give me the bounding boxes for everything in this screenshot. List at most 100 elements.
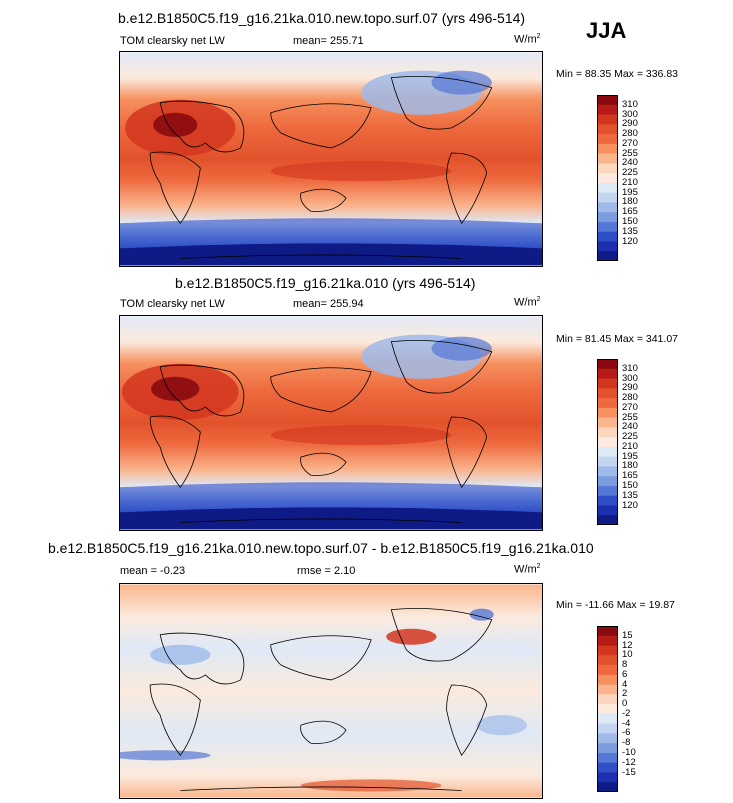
colorbar-tick-label: 4 bbox=[622, 678, 628, 690]
colorbar-swatch bbox=[597, 437, 618, 448]
colorbar-tick-label: 195 bbox=[622, 450, 638, 462]
colorbar-border bbox=[597, 626, 618, 792]
colorbar-swatch bbox=[597, 104, 618, 116]
colorbar-swatch bbox=[597, 704, 618, 715]
colorbar-swatch bbox=[597, 476, 618, 487]
colorbar-swatch bbox=[597, 124, 618, 135]
colorbar-tick-label: 180 bbox=[622, 460, 638, 472]
panel2-mean-label: mean= 255.94 bbox=[293, 298, 364, 310]
colorbar-tick-label: 150 bbox=[622, 215, 638, 227]
colorbar-swatch bbox=[597, 515, 618, 525]
panel1-title: b.e12.B1850C5.f19_g16.21ka.010.new.topo.… bbox=[118, 10, 526, 26]
colorbar-swatch bbox=[597, 645, 618, 656]
colorbar-swatch bbox=[597, 114, 618, 125]
colorbar-tick-label: 270 bbox=[622, 137, 638, 149]
colorbar-tick-label: 270 bbox=[622, 401, 638, 413]
colorbar-tick-label: -6 bbox=[622, 727, 631, 739]
colorbar-swatch bbox=[597, 212, 618, 223]
panel1-variable-label: TOM clearsky net LW bbox=[120, 35, 225, 47]
colorbar-swatch bbox=[597, 427, 618, 438]
panel2-minmax: Min = 81.45 Max = 341.07 bbox=[556, 333, 678, 345]
colorbar-tick-label: 150 bbox=[622, 479, 638, 491]
colorbar-swatch bbox=[597, 378, 618, 389]
colorbar-tick-label: -8 bbox=[622, 737, 631, 749]
colorbar-tick-label: -4 bbox=[622, 717, 631, 729]
colorbar-swatch bbox=[597, 743, 618, 754]
panel3-map bbox=[119, 583, 543, 799]
colorbar-swatch bbox=[597, 626, 618, 637]
panel2-title: b.e12.B1850C5.f19_g16.21ka.010 (yrs 496-… bbox=[175, 275, 476, 291]
colorbar-swatch bbox=[597, 456, 618, 467]
panel3-colorbar bbox=[597, 626, 618, 792]
colorbar-swatch bbox=[597, 505, 618, 516]
panel3-units: W/m2 bbox=[514, 563, 541, 576]
colorbar-swatch bbox=[597, 231, 618, 242]
colorbar-swatch bbox=[597, 202, 618, 213]
colorbar-swatch bbox=[597, 192, 618, 203]
colorbar-swatch bbox=[597, 495, 618, 506]
colorbar-swatch bbox=[597, 182, 618, 194]
colorbar-swatch bbox=[597, 388, 618, 399]
colorbar-swatch bbox=[597, 772, 618, 783]
colorbar-swatch bbox=[597, 665, 618, 676]
colorbar-tick-label: 6 bbox=[622, 668, 628, 680]
panel3-minmax: Min = -11.66 Max = 19.87 bbox=[556, 599, 675, 611]
colorbar-swatch bbox=[597, 466, 618, 477]
colorbar-swatch bbox=[597, 241, 618, 252]
colorbar-tick-label: 10 bbox=[622, 649, 633, 661]
panel2-map bbox=[119, 315, 543, 531]
colorbar-tick-label: 120 bbox=[622, 499, 638, 511]
colorbar-tick-label: 0 bbox=[622, 698, 628, 710]
colorbar-swatch bbox=[597, 221, 618, 233]
colorbar-tick-label: 310 bbox=[622, 362, 638, 374]
colorbar-tick-label: 195 bbox=[622, 186, 638, 198]
colorbar-tick-label: 255 bbox=[622, 411, 638, 423]
panel3-mean-label: mean = -0.23 bbox=[120, 565, 186, 577]
colorbar-swatch bbox=[597, 359, 618, 370]
colorbar-swatch bbox=[597, 485, 618, 497]
panel1-units: W/m2 bbox=[514, 33, 541, 46]
colorbar-tick-label: 15 bbox=[622, 629, 633, 641]
colorbar-tick-label: 120 bbox=[622, 235, 638, 247]
colorbar-tick-label: 300 bbox=[622, 108, 638, 120]
colorbar-swatch bbox=[597, 134, 618, 145]
colorbar-tick-label: 255 bbox=[622, 147, 638, 159]
colorbar-swatch bbox=[597, 173, 618, 184]
colorbar-tick-label: 12 bbox=[622, 639, 633, 651]
colorbar-swatch bbox=[597, 723, 618, 734]
panel2-colorbar bbox=[597, 359, 618, 525]
colorbar-swatch bbox=[597, 733, 618, 744]
colorbar-swatch bbox=[597, 635, 618, 647]
panel1-field bbox=[120, 52, 542, 266]
panel3-title: b.e12.B1850C5.f19_g16.21ka.010.new.topo.… bbox=[48, 540, 594, 556]
colorbar-tick-label: 8 bbox=[622, 659, 628, 671]
colorbar-border bbox=[597, 95, 618, 261]
colorbar-tick-label: 300 bbox=[622, 372, 638, 384]
colorbar-tick-label: 225 bbox=[622, 431, 638, 443]
colorbar-tick-label: 280 bbox=[622, 392, 638, 404]
colorbar-swatch bbox=[597, 153, 618, 164]
colorbar-tick-label: 310 bbox=[622, 98, 638, 110]
panel1-colorbar bbox=[597, 95, 618, 261]
colorbar-tick-label: 225 bbox=[622, 167, 638, 179]
colorbar-swatch bbox=[597, 446, 618, 458]
colorbar-swatch bbox=[597, 407, 618, 419]
colorbar-tick-label: 165 bbox=[622, 470, 638, 482]
colorbar-swatch bbox=[597, 251, 618, 261]
colorbar-tick-label: 135 bbox=[622, 225, 638, 237]
colorbar-swatch bbox=[597, 674, 618, 686]
colorbar-tick-label: 290 bbox=[622, 382, 638, 394]
colorbar-swatch bbox=[597, 694, 618, 705]
colorbar-swatch bbox=[597, 713, 618, 725]
season-label: JJA bbox=[586, 18, 627, 43]
panel3-field bbox=[120, 584, 542, 798]
colorbar-swatch bbox=[597, 95, 618, 106]
colorbar-swatch bbox=[597, 368, 618, 380]
panel2-units: W/m2 bbox=[514, 296, 541, 309]
colorbar-swatch bbox=[597, 684, 618, 695]
colorbar-swatch bbox=[597, 782, 618, 792]
panel1-minmax: Min = 88.35 Max = 336.83 bbox=[556, 68, 678, 80]
colorbar-swatch bbox=[597, 398, 618, 409]
panel1-mean-label: mean= 255.71 bbox=[293, 35, 364, 47]
colorbar-tick-label: -12 bbox=[622, 756, 636, 768]
